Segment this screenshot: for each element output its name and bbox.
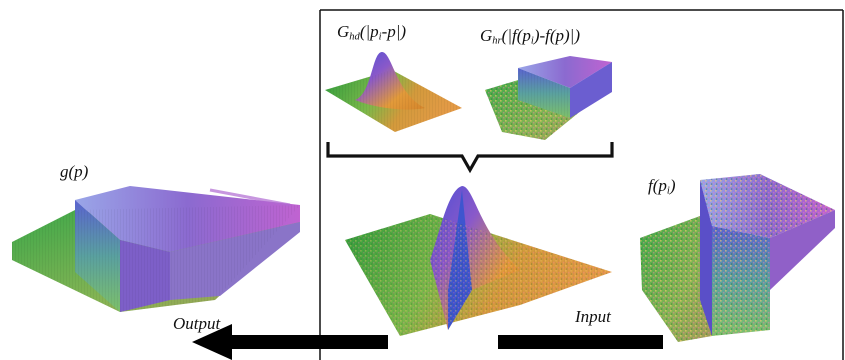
output-surface-plot: [12, 186, 300, 312]
input-surface-plot: [640, 174, 835, 342]
output-arrow-icon: [192, 324, 388, 360]
input-function-label: f(pi): [648, 176, 676, 197]
bracket-brace-icon: [326, 142, 614, 174]
range-kernel-label: Ghr(|f(pi)-f(p)|): [480, 26, 581, 47]
spatial-kernel-plot: [325, 52, 462, 132]
output-function-label: g(p): [60, 162, 89, 181]
combined-weight-plot: [345, 186, 612, 336]
output-label: Output: [173, 314, 221, 333]
range-kernel-plot: [485, 56, 612, 140]
input-label: Input: [575, 307, 611, 326]
frame-box: [319, 9, 844, 360]
input-arrow-icon: [498, 335, 663, 349]
spatial-kernel-label: Ghd(|pi-p|): [337, 22, 407, 43]
